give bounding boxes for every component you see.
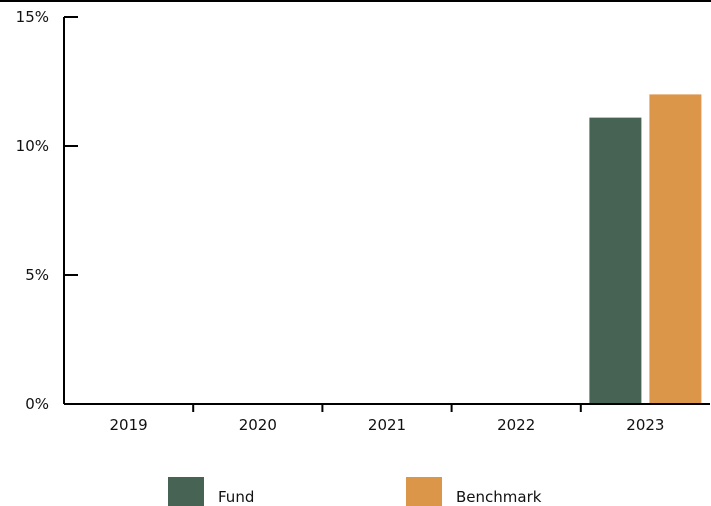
x-tick-label: 2019 <box>110 416 148 434</box>
legend-label: Fund <box>218 488 254 506</box>
y-tick-label: 5% <box>25 266 49 284</box>
legend-swatch <box>406 477 442 506</box>
x-tick-label: 2020 <box>239 416 277 434</box>
x-tick-label: 2023 <box>626 416 664 434</box>
y-tick-label: 15% <box>16 8 49 26</box>
legend-swatch <box>168 477 204 506</box>
x-axis: 2019 2020 2021 2022 2023 <box>64 403 710 434</box>
y-tick-label: 10% <box>16 137 49 155</box>
y-axis: 0% 5% 10% 15% <box>16 8 78 413</box>
y-tick-label: 0% <box>25 395 49 413</box>
x-tick-label: 2021 <box>368 416 406 434</box>
bar-fund-2023 <box>589 117 642 405</box>
bars-layer <box>589 94 702 405</box>
legend-label: Benchmark <box>456 488 542 506</box>
x-tick-label: 2022 <box>497 416 535 434</box>
bar-benchmark-2023 <box>649 94 702 405</box>
legend: Fund Benchmark <box>168 477 542 506</box>
